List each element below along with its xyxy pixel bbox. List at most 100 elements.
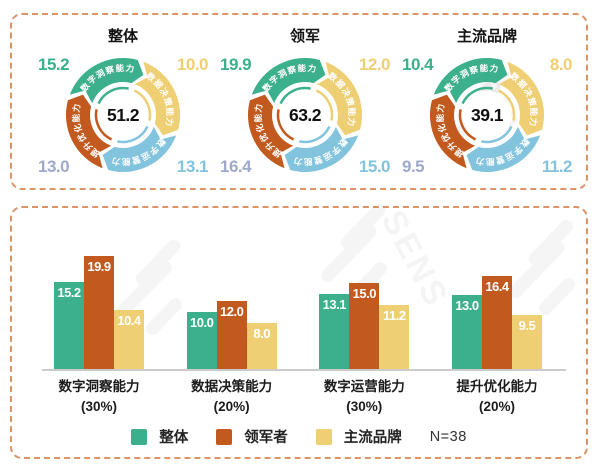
donut-center-disc [99,91,147,139]
bar: 19.9 [84,256,114,369]
donut-center-total: 63.2 [289,105,322,125]
donut-title: 整体 [107,28,138,45]
donut-center-disc [281,91,329,139]
donut-title: 领军 [289,28,320,45]
bar-group: 15.2 19.9 10.4 数字洞察能力 (30%) [54,210,144,416]
legend-label: 整体 [159,430,189,446]
donut-inner-ring [299,125,331,144]
legend-swatch [131,428,148,445]
bar: 16.4 [481,276,512,369]
bar-groups: 15.2 19.9 10.4 数字洞察能力 (30%) 10.0 12.0 8.0 数据决策能力… [12,210,586,416]
category-name: 提升优化能力 [456,379,538,394]
donut-inner-ring [458,109,477,141]
donut-segment [284,126,359,173]
bar: 13.0 [451,295,482,369]
category-label: 数据决策能力 (20%) [152,377,312,416]
category-name: 数字运营能力 [323,379,405,394]
legend-swatch [315,428,332,445]
bar-cluster: 13.1 15.0 11.2 [319,210,410,369]
bar: 13.1 [319,294,350,369]
donut-inner-ring [276,109,295,141]
bar-cluster: 15.2 19.9 10.4 [54,210,144,369]
legend-item: 领军者 [216,426,288,447]
donut-segment [134,61,181,136]
bar: 15.2 [54,282,84,369]
donut-inner-ring [279,86,311,105]
donut-segment [498,61,545,136]
segment-value-decision: 8.0 [549,55,573,74]
bar-value-label: 13.0 [455,298,479,313]
bar-cluster: 10.0 12.0 8.0 [186,210,277,369]
donut-segment [466,126,541,173]
bar-chart: 15.2 19.9 10.4 数字洞察能力 (30%) 10.0 12.0 8.0 数据决策能力… [12,210,586,416]
donut-segment [65,94,112,169]
donut-inner-ring [315,89,334,121]
donut-segment [251,57,326,104]
bar-group: 10.0 12.0 8.0 数据决策能力 (20%) [186,210,277,416]
x-axis-line [42,369,566,371]
donut-segment [429,94,476,169]
category-label: 提升优化能力 (20%) [417,377,577,416]
donut-title: 主流品牌 [456,28,517,45]
bar-cluster: 13.0 16.4 9.5 [451,210,542,369]
segment-value-insight: 15.2 [38,55,70,74]
category-weight: (30%) [346,398,383,414]
segment-value-insight: 10.4 [402,55,434,74]
donut-inner-ring [133,89,152,121]
bar-value-label: 10.0 [190,315,214,330]
bar: 8.0 [246,323,277,369]
donut-inner-ring [481,125,513,144]
bar: 15.0 [349,283,380,369]
bar-value-label: 15.2 [57,285,81,300]
legend-swatch [216,428,233,445]
bar: 11.2 [379,305,410,369]
donut-center-disc [463,91,511,139]
category-label: 数字洞察能力 (30%) [19,377,179,416]
bar-value-label: 12.0 [220,304,244,319]
segment-value-optimization: 9.5 [402,157,425,176]
bar: 9.5 [511,315,542,369]
bar-group: 13.0 16.4 9.5 提升优化能力 (20%) [451,210,542,416]
segment-value-operation: 11.2 [541,157,573,176]
donut-inner-ring [97,86,129,105]
segment-value-decision: 10.0 [176,55,209,74]
donut-segment [69,57,144,104]
segment-value-optimization: 16.4 [220,157,252,176]
category-weight: (20%) [213,398,250,414]
segment-value-insight: 19.9 [220,55,252,74]
bar-group: 13.1 15.0 11.2 数字运营能力 (30%) [319,210,410,416]
donut-segment [316,61,363,136]
category-weight: (20%) [478,398,515,414]
donut-inner-ring [461,86,493,105]
legend-item: 主流品牌 [315,426,402,447]
donut-row: 整体 数字洞察能力 数据决策能力 数字运营能力 提升优化能力 51.2 15.2 10.… [12,15,586,179]
legend-label: 领军者 [244,430,288,446]
bar: 10.4 [114,310,144,369]
bar-panel: SENS 15.219.910.4数字洞察能力(30%)10.012.08.0数… [10,201,588,459]
bar-value-label: 9.5 [518,318,536,333]
bar-value-label: 15.0 [352,286,377,301]
category-name: 数字洞察能力 [58,379,140,394]
segment-value-operation: 15.0 [358,157,391,176]
bar-value-label: 16.4 [485,279,509,294]
bar-value-label: 11.2 [383,308,406,323]
donut-chart-mainstream: 主流品牌 数字洞察能力 数据决策能力 数字运营能力 提升优化能力 39.1 10.4 8… [396,27,578,179]
legend-label: 主流品牌 [343,430,402,446]
bar-value-label: 13.1 [322,297,347,312]
donut-mainstream-wrap: 数字洞察能力 数据决策能力 数字运营能力 提升优化能力 39.1 10.4 8.0 11… [396,49,578,179]
sample-size-note: N=38 [429,428,467,445]
donut-chart-overall: 整体 数字洞察能力 数据决策能力 数字运营能力 提升优化能力 51.2 15.2 10.… [32,27,214,179]
bar: 12.0 [216,301,247,369]
donut-segment [102,126,177,173]
donut-inner-ring [94,109,113,141]
donut-center-total: 51.2 [107,105,140,125]
bar-value-label: 8.0 [253,326,270,341]
segment-value-operation: 13.1 [176,157,209,176]
segment-value-optimization: 13.0 [38,157,70,176]
donut-chart-leaders: 领军 数字洞察能力 数据决策能力 数字运营能力 提升优化能力 63.2 19.9 12.… [214,27,396,179]
bar-value-label: 19.9 [87,259,111,274]
donut-inner-ring [117,125,149,144]
donut-segment [247,94,294,169]
